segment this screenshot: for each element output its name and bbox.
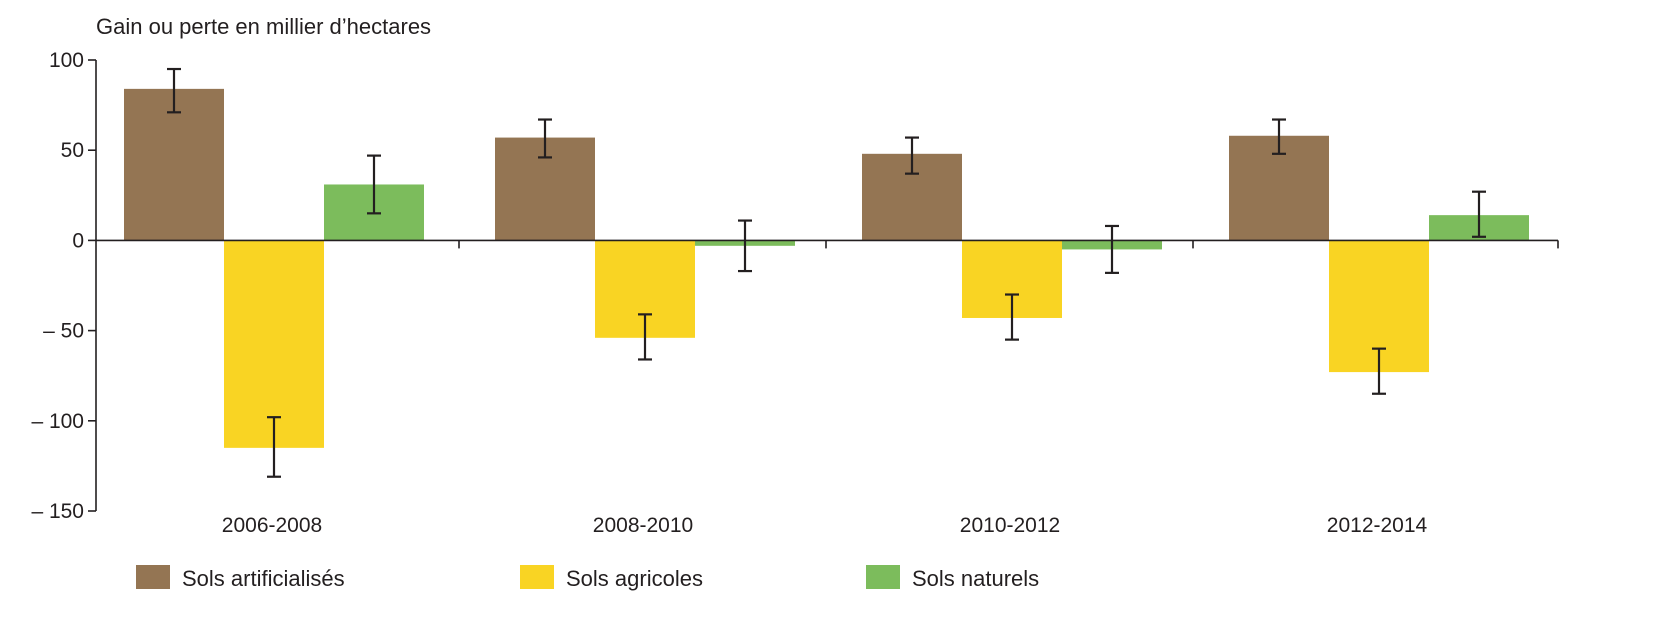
bars [124, 67, 1529, 478]
x-axis: 2006-2008 2008-2010 2010-2012 2012-2014 [96, 239, 1559, 537]
x-tick-label: 2008-2010 [593, 514, 693, 537]
error-bar-agricoles-2008-2010 [638, 313, 652, 361]
bar-agricoles-2006-2008 [224, 240, 324, 448]
legend-item-artificialises: Sols artificialisés [136, 565, 345, 591]
error-bar-naturels-2006-2008 [367, 154, 381, 215]
error-bar-artificialises-2010-2012 [905, 136, 919, 175]
error-bar-naturels-2010-2012 [1105, 224, 1119, 274]
legend-swatch [866, 565, 900, 589]
legend-item-naturels: Sols naturels [866, 565, 1039, 591]
error-bar-artificialises-2008-2010 [538, 118, 552, 159]
error-bar-agricoles-2010-2012 [1005, 293, 1019, 341]
bar-artificialises-2006-2008 [124, 88, 224, 241]
error-bar-agricoles-2006-2008 [267, 416, 281, 478]
x-tick-label: 2006-2008 [222, 514, 322, 537]
error-bar-naturels-2008-2010 [738, 219, 752, 273]
y-tick-label: – 50 [43, 320, 84, 343]
x-tick-label: 2010-2012 [960, 514, 1060, 537]
error-bar-artificialises-2006-2008 [167, 67, 181, 114]
error-bar-naturels-2012-2014 [1472, 190, 1486, 238]
y-tick-label: 100 [49, 49, 84, 72]
legend-label: Sols artificialisés [182, 566, 345, 591]
y-tick-label: – 150 [31, 500, 84, 523]
legend-swatch [520, 565, 554, 589]
legend-label: Sols naturels [912, 566, 1039, 591]
legend-label: Sols agricoles [566, 566, 703, 591]
y-tick-label: 50 [61, 139, 84, 162]
y-tick-label: 0 [72, 229, 84, 252]
y-axis-title: Gain ou perte en millier d’hectares [96, 14, 431, 39]
y-tick-label: – 100 [31, 410, 84, 433]
legend-swatch [136, 565, 170, 589]
y-axis: 100 50 0 – 50 – 100 – 150 [31, 49, 97, 523]
legend: Sols artificialisés Sols agricoles Sols na… [136, 565, 1039, 591]
error-bar-agricoles-2012-2014 [1372, 347, 1386, 395]
error-bar-artificialises-2012-2014 [1272, 118, 1286, 155]
legend-item-agricoles: Sols agricoles [520, 565, 703, 591]
x-tick-label: 2012-2014 [1327, 514, 1428, 537]
